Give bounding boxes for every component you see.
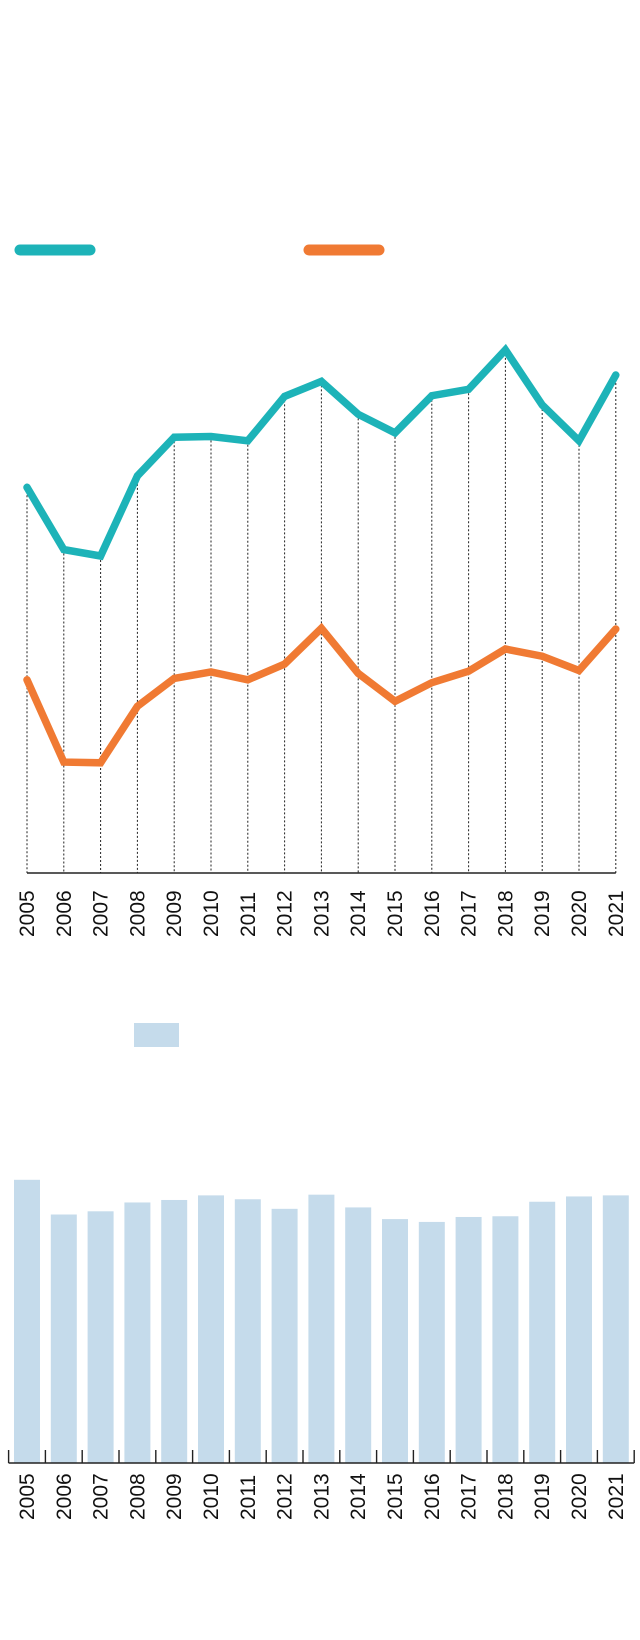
- point-series-2-2009: [172, 676, 177, 681]
- x-tick-label-2006: 2006: [53, 890, 76, 937]
- x-tick-label-2014: 2014: [347, 890, 370, 937]
- bar-tick-label-2014: 2014: [347, 1473, 370, 1520]
- point-series-1-2007: [98, 554, 103, 559]
- bar-tick-label-2005: 2005: [16, 1473, 39, 1520]
- bar-2021: [602, 1195, 629, 1463]
- point-series-2-2021: [613, 626, 618, 631]
- point-series-1-2012: [282, 394, 287, 399]
- bar-tick-label-2012: 2012: [274, 1473, 297, 1520]
- point-series-2-2007: [98, 760, 103, 765]
- x-tick-label-2009: 2009: [163, 890, 186, 937]
- x-tick-label-2013: 2013: [310, 890, 333, 937]
- bar-tick-label-2019: 2019: [531, 1473, 554, 1520]
- bar-2011: [234, 1199, 261, 1463]
- x-tick-label-2016: 2016: [421, 890, 444, 937]
- bar-tick-label-2016: 2016: [421, 1473, 444, 1520]
- point-series-2-2011: [245, 677, 250, 682]
- point-series-1-2021: [613, 372, 618, 377]
- bar-tick-label-2013: 2013: [310, 1473, 333, 1520]
- point-series-1-2016: [429, 393, 434, 398]
- bar-chart: 2005 2006 2007 2008 2009 2010 2011 2012 2013 2014…: [7, 1023, 635, 1520]
- point-series-2-2015: [393, 699, 397, 704]
- bar-2013: [308, 1194, 335, 1463]
- x-tick-label-2008: 2008: [126, 890, 149, 937]
- point-series-1-2008: [135, 473, 140, 478]
- point-series-1-2015: [393, 430, 397, 435]
- x-tick-label-2010: 2010: [200, 890, 223, 937]
- x-tick-label-2011: 2011: [237, 892, 260, 937]
- bar-tick-label-2020: 2020: [568, 1473, 591, 1520]
- bar-2020: [566, 1196, 592, 1463]
- point-series-2-2017: [466, 669, 471, 674]
- point-series-1-2011: [245, 438, 250, 443]
- point-series-2-2008: [135, 704, 140, 709]
- x-tick-label-2005: 2005: [16, 890, 39, 937]
- line-chart: 2005 2006 2007 2008 2009 2010 2011 2012 2013 2014…: [14, 244, 628, 937]
- x-tick-label-2007: 2007: [90, 890, 113, 937]
- bar-tick-label-2009: 2009: [163, 1473, 186, 1520]
- bar-2018: [492, 1216, 519, 1463]
- bar-tick-label-2010: 2010: [200, 1473, 223, 1520]
- bar-tick-label-2021: 2021: [605, 1473, 628, 1520]
- point-series-2-2012: [282, 662, 287, 667]
- point-series-2-2014: [356, 671, 361, 676]
- legend-swatch-bars: [134, 1023, 179, 1047]
- point-series-1-2014: [356, 412, 361, 417]
- point-series-1-2005: [25, 485, 29, 490]
- x-tick-label-2017: 2017: [458, 890, 481, 937]
- x-tick-label-2015: 2015: [384, 890, 407, 937]
- bar-2010: [198, 1195, 224, 1463]
- point-series-2-2019: [540, 654, 545, 659]
- point-series-2-2005: [25, 677, 29, 682]
- bar-tick-label-2018: 2018: [494, 1473, 517, 1520]
- point-series-1-2018: [503, 347, 508, 352]
- bar-2008: [124, 1202, 151, 1463]
- x-tick-label-2021: 2021: [605, 890, 628, 937]
- bar-2014: [345, 1207, 372, 1463]
- bar-2005: [14, 1179, 40, 1463]
- bar-2012: [271, 1208, 298, 1463]
- bar-2009: [161, 1199, 188, 1463]
- x-tick-label-2018: 2018: [494, 890, 517, 937]
- point-series-2-2006: [61, 760, 66, 765]
- point-series-1-2020: [577, 438, 581, 443]
- point-series-2-2013: [319, 626, 324, 631]
- point-series-2-2018: [503, 647, 508, 652]
- bar-2016: [418, 1221, 445, 1463]
- point-series-1-2017: [466, 387, 471, 392]
- point-series-2-2010: [209, 669, 213, 674]
- bar-2015: [382, 1219, 408, 1463]
- point-series-1-2019: [540, 403, 545, 408]
- point-series-1-2010: [209, 434, 213, 439]
- bar-tick-label-2006: 2006: [53, 1473, 76, 1520]
- point-series-1-2013: [319, 379, 324, 384]
- x-tick-label-2019: 2019: [531, 890, 554, 937]
- point-series-1-2006: [61, 547, 66, 552]
- x-tick-label-2012: 2012: [274, 890, 297, 937]
- bar-tick-label-2011: 2011: [237, 1475, 260, 1520]
- bar-tick-label-2007: 2007: [90, 1473, 113, 1520]
- point-series-2-2020: [577, 668, 581, 673]
- bar-2019: [529, 1201, 556, 1463]
- bar-2007: [87, 1211, 114, 1463]
- bar-2017: [455, 1216, 482, 1463]
- point-series-1-2009: [172, 435, 177, 440]
- x-tick-label-2020: 2020: [568, 890, 591, 937]
- bar-2006: [50, 1214, 77, 1463]
- bar-tick-label-2017: 2017: [458, 1473, 481, 1520]
- bar-tick-label-2008: 2008: [126, 1473, 149, 1520]
- bar-tick-label-2015: 2015: [384, 1473, 407, 1520]
- point-series-2-2016: [429, 680, 434, 685]
